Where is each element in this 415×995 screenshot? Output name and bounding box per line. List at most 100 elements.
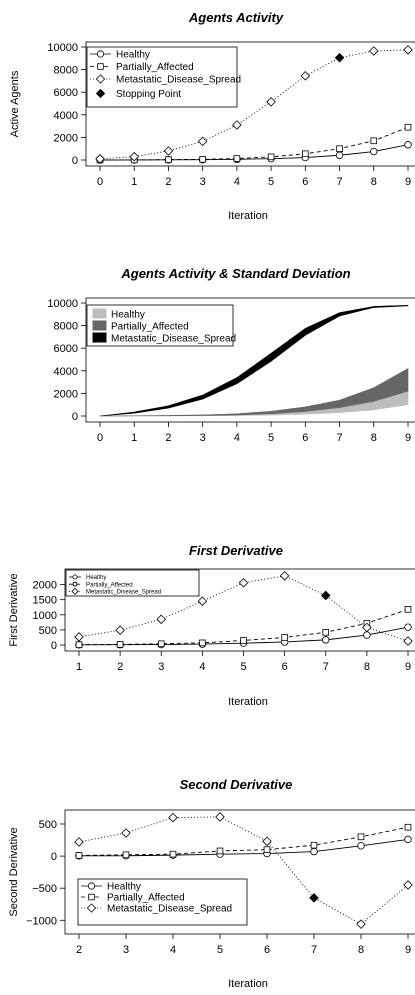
legend-label: Metastatic_Disease_Spread [116, 75, 241, 86]
data-point-series-2 [168, 812, 178, 823]
x-tick-label: 4 [234, 176, 240, 188]
data-point-series-2 [197, 596, 208, 606]
data-point-series-2 [121, 828, 131, 838]
data-point-series-1 [75, 641, 83, 648]
y-axis-label: First Derivative [8, 573, 20, 646]
data-point-series-2 [163, 146, 174, 156]
data-point-series-2 [266, 97, 276, 107]
data-point-series-2 [74, 632, 84, 642]
data-point-series-2 [215, 812, 225, 822]
data-point-series-2 [262, 836, 272, 847]
x-tick-label: 5 [217, 944, 223, 956]
data-point-series-1 [336, 145, 343, 153]
x-tick-label: 0 [97, 176, 103, 188]
x-tick-label: 8 [364, 661, 370, 673]
data-point-series-1 [116, 641, 124, 648]
data-point-series-0 [310, 847, 318, 856]
chart-title: Agents Activity [188, 10, 284, 25]
legend-swatch [92, 332, 107, 343]
chart-title: Second Derivative [180, 777, 293, 792]
data-point-series-0 [363, 631, 371, 639]
stopping-point-marker [334, 52, 345, 63]
data-point-series-1 [169, 850, 177, 858]
data-point-series-2 [362, 622, 372, 633]
legend-label: Healthy [86, 575, 106, 581]
x-tick-label: 5 [268, 432, 274, 444]
x-tick-label: 7 [336, 176, 342, 188]
x-tick-label: 4 [234, 432, 240, 444]
data-point-series-1 [199, 156, 206, 163]
data-point-series-2 [232, 120, 242, 130]
data-point-series-0 [335, 151, 344, 159]
data-point-series-0 [404, 623, 412, 631]
data-point-series-2 [74, 837, 84, 847]
data-point-series-2 [197, 136, 208, 147]
legend-label: Partially_Affected [86, 582, 133, 588]
data-point-series-2 [369, 46, 379, 56]
x-tick-label: 4 [199, 661, 205, 673]
x-tick-label: 5 [240, 661, 246, 673]
data-point-series-2 [279, 571, 290, 581]
y-tick-label: −500 [32, 883, 57, 895]
x-tick-label: 1 [76, 661, 82, 673]
data-point-series-1 [240, 637, 247, 644]
series-line-1 [78, 826, 409, 856]
legend-label: Partially_Affected [111, 322, 189, 333]
data-point-series-2 [238, 577, 249, 588]
data-point-series-1 [216, 847, 224, 855]
legend-marker [95, 74, 106, 84]
legend-box [65, 569, 200, 597]
y-axis-label: Active Agents [9, 70, 21, 137]
legend-marker [72, 582, 78, 587]
area-band-series-1 [99, 368, 409, 417]
x-axis-label: Iteration [228, 978, 268, 990]
y-tick-label: 10000 [47, 298, 78, 310]
data-point-series-1 [404, 606, 412, 613]
x-tick-label: 2 [165, 176, 171, 188]
x-tick-label: 3 [158, 661, 164, 673]
series-line-1 [99, 126, 409, 161]
data-point-series-0 [404, 835, 412, 844]
area-band-series-2 [99, 304, 409, 417]
legend-box [86, 304, 234, 347]
y-tick-label: 0 [72, 155, 78, 167]
x-tick-label: 2 [165, 432, 171, 444]
data-point-series-2 [300, 71, 311, 81]
data-point-series-1 [75, 852, 83, 859]
y-tick-label: 4000 [54, 110, 78, 122]
data-point-series-1 [404, 123, 412, 131]
legend-box [86, 46, 238, 108]
chart-title: Agents Activity & Standard Deviation [120, 266, 350, 281]
y-tick-label: 4000 [54, 366, 78, 378]
data-point-series-2 [403, 880, 413, 890]
legend-label: Metastatic_Disease_Spread [107, 904, 232, 915]
y-tick-label: 1500 [33, 595, 57, 607]
y-tick-label: 6000 [54, 343, 78, 355]
x-tick-label: 7 [311, 944, 317, 956]
x-tick-label: 6 [264, 944, 270, 956]
data-point-series-2 [403, 45, 413, 55]
data-point-series-2 [115, 625, 125, 635]
x-tick-label: 1 [131, 176, 137, 188]
x-tick-label: 5 [268, 176, 274, 188]
x-tick-label: 3 [123, 944, 129, 956]
x-tick-label: 9 [405, 432, 411, 444]
x-tick-label: 3 [200, 176, 206, 188]
data-point-series-1 [157, 640, 165, 648]
plot-frame [64, 568, 415, 652]
legend-label: Partially_Affected [116, 62, 194, 73]
legend-marker [88, 893, 95, 901]
legend-label: Healthy [111, 310, 145, 321]
y-tick-label: 6000 [54, 87, 78, 99]
legend-label: Metastatic_Disease_Spread [111, 334, 236, 345]
data-point-series-1 [165, 156, 172, 163]
data-point-series-0 [404, 141, 412, 149]
plot-frame [85, 297, 415, 423]
legend-label: Partially_Affected [107, 893, 185, 904]
x-tick-label: 9 [405, 176, 411, 188]
data-point-series-0 [370, 147, 378, 156]
legend-marker [72, 574, 78, 580]
data-point-series-2 [403, 636, 413, 646]
y-tick-label: 500 [39, 625, 57, 637]
